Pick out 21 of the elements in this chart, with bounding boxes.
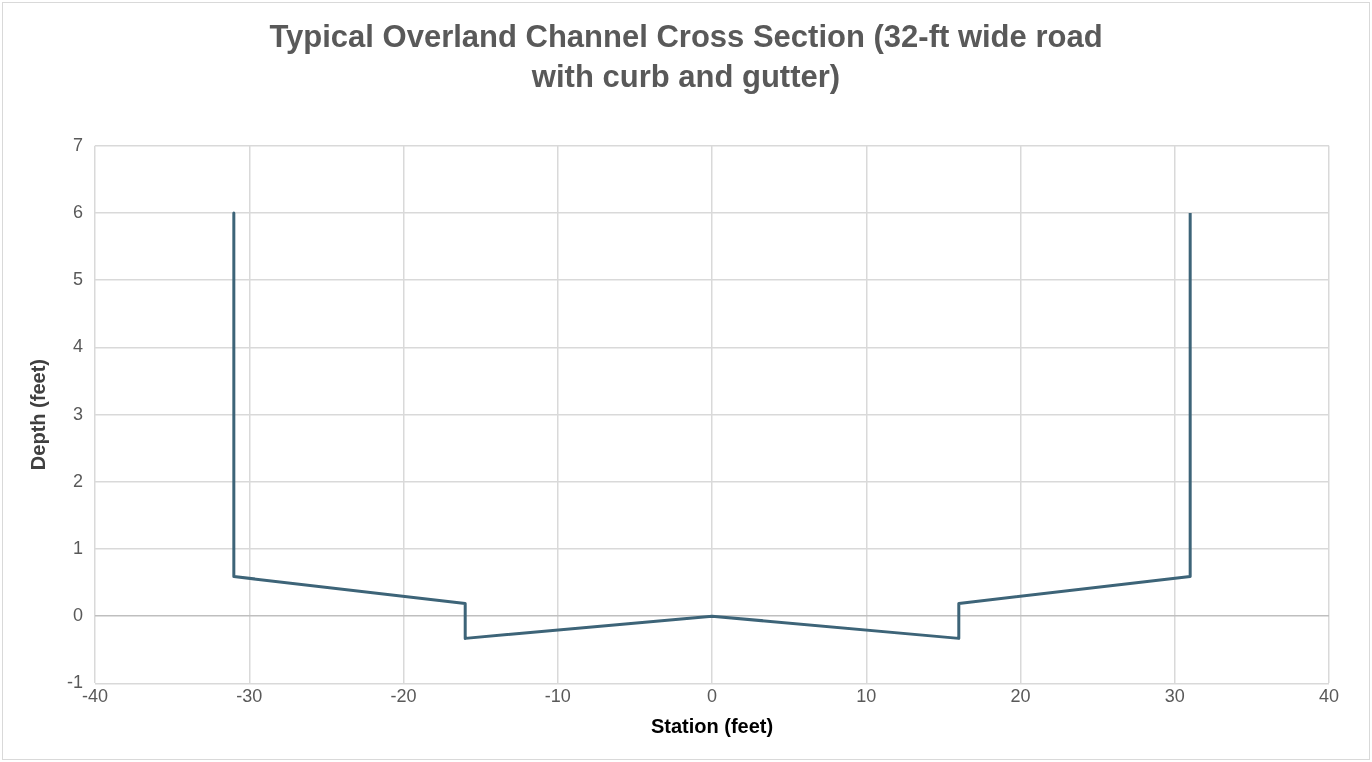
x-tick-label: 0 [706, 686, 718, 707]
y-tick-label: 6 [72, 201, 83, 222]
x-axis-title: Station (feet) [650, 714, 774, 737]
y-tick-label: 3 [72, 403, 83, 424]
y-tick-label: 5 [72, 269, 83, 290]
y-tick-label: 0 [72, 605, 83, 626]
y-tick-label: 7 [72, 134, 83, 155]
chart-title: Typical Overland Channel Cross Section (32-ft wide road with curb and gutter) [268, 18, 1104, 96]
y-tick-label: -1 [66, 672, 83, 693]
y-axis-title: Depth (feet) [26, 359, 49, 471]
x-tick-label: -30 [236, 686, 263, 707]
x-tick-label: -40 [82, 686, 109, 707]
x-tick-label: -20 [390, 686, 417, 707]
y-tick-label: 2 [72, 470, 83, 491]
x-tick-label: 10 [856, 686, 877, 707]
y-tick-label: 4 [72, 336, 83, 357]
x-tick-label: -10 [544, 686, 571, 707]
x-tick-label: 40 [1318, 686, 1340, 707]
y-tick-label: 1 [72, 537, 83, 558]
x-tick-label: 30 [1164, 686, 1185, 707]
x-tick-label: 20 [1010, 686, 1031, 707]
